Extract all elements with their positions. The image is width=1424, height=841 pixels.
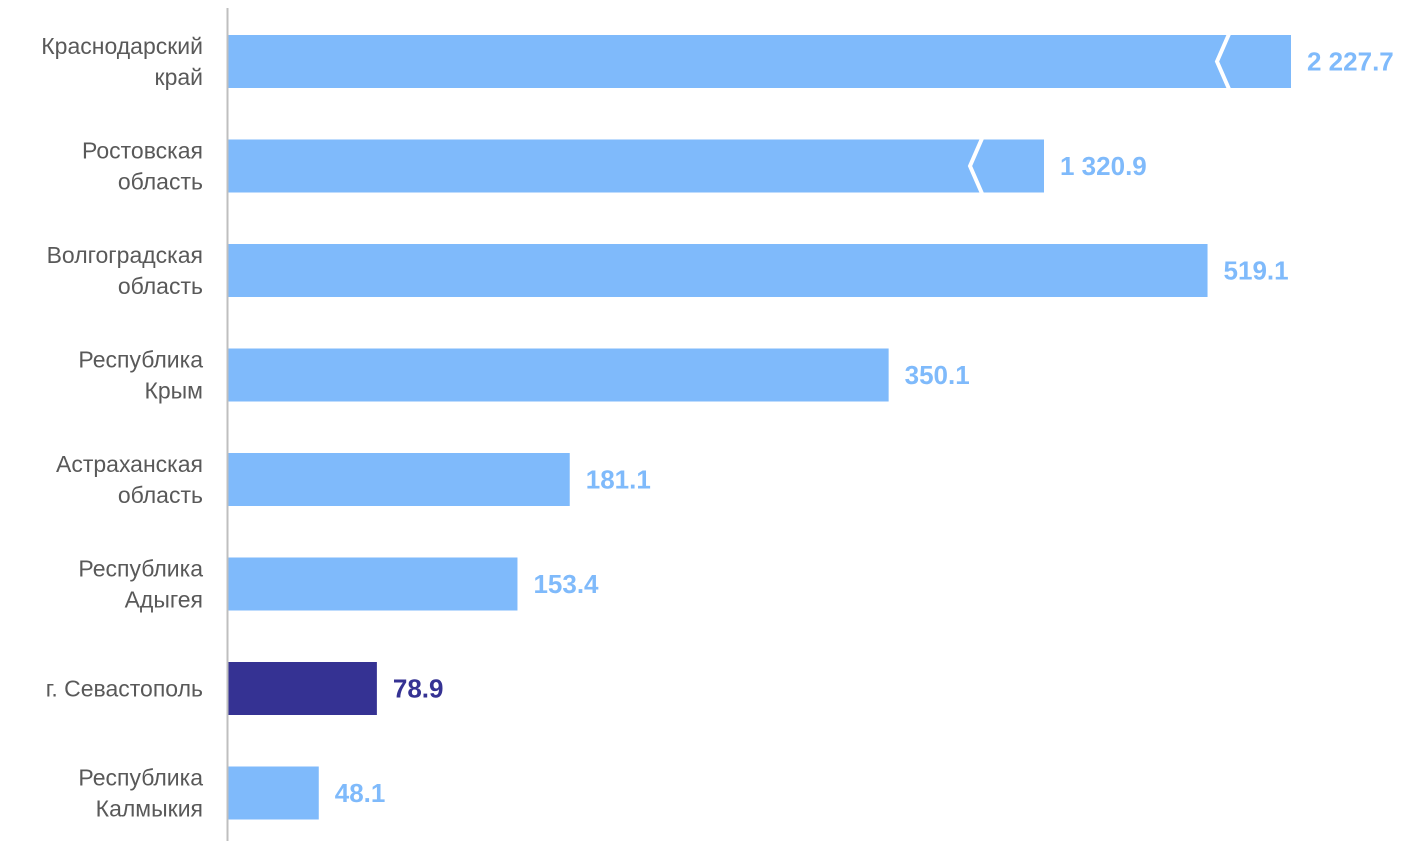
- category-label: Ростовская область: [82, 138, 203, 195]
- bar: [228, 453, 570, 506]
- bar: [228, 244, 1208, 297]
- bar: [228, 348, 889, 402]
- data-label: 48.1: [335, 778, 386, 808]
- data-label: 519.1: [1224, 256, 1289, 286]
- bar: [228, 557, 518, 611]
- data-label: 1 320.9: [1060, 151, 1147, 181]
- category-label: Краснодарский край: [41, 33, 203, 90]
- data-label: 2 227.7: [1307, 47, 1394, 77]
- bar: [228, 662, 377, 715]
- bar: [228, 766, 319, 820]
- axis-break-mark: [967, 137, 984, 195]
- category-label: Астраханская область: [56, 451, 203, 508]
- data-label: 153.4: [533, 569, 599, 599]
- category-label: Волгоградская область: [47, 242, 203, 299]
- data-label: 181.1: [586, 465, 651, 495]
- bars-layer: [228, 33, 1291, 820]
- category-label: Республика Адыгея: [78, 556, 203, 613]
- data-label: 78.9: [393, 674, 444, 704]
- category-label: Республика Калмыкия: [78, 765, 203, 822]
- data-label: 350.1: [905, 360, 970, 390]
- bar: [228, 139, 1044, 193]
- axis-break-mark: [1214, 33, 1231, 90]
- category-label: г. Севастополь: [46, 676, 203, 702]
- category-label: Республика Крым: [78, 347, 203, 404]
- bar: [228, 35, 1291, 88]
- labels-layer: 2 227.7 Краснодарский край 1 320.9 Ростовска…: [41, 33, 1393, 822]
